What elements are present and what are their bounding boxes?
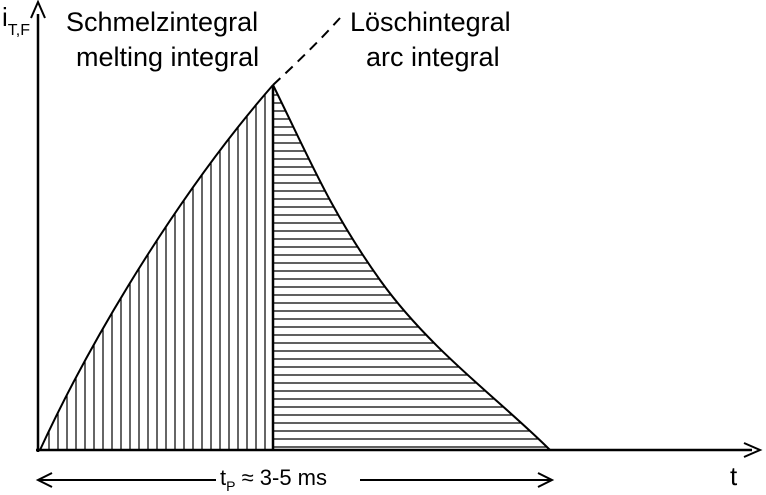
melting-current-curve bbox=[39, 84, 274, 451]
arc-integral-label-en: arc integral bbox=[366, 42, 500, 72]
arc-integral-hatching bbox=[273, 94, 550, 448]
duration-label-subscript: P bbox=[226, 478, 236, 494]
y-axis-label-subscript: T,F bbox=[7, 22, 30, 39]
x-axis-label: t bbox=[730, 461, 738, 491]
duration-arrow-left-head bbox=[35, 472, 53, 488]
prospective-current-dashed-curve bbox=[272, 17, 341, 86]
arc-integral-label-de: Löschintegral bbox=[350, 7, 511, 37]
melting-integral-label-de: Schmelzintegral bbox=[66, 7, 259, 37]
duration-label: tP ≈ 3-5 ms bbox=[220, 465, 328, 494]
duration-label-suffix: ≈ 3-5 ms bbox=[235, 465, 328, 490]
duration-arrow-right-head bbox=[537, 472, 555, 488]
y-axis-label-base: i bbox=[2, 2, 8, 32]
y-axis-arrowhead bbox=[30, 0, 46, 19]
duration-label-prefix: t bbox=[220, 465, 227, 490]
arc-current-curve bbox=[272, 84, 551, 451]
melting-integral-label-en: melting integral bbox=[76, 42, 260, 72]
x-axis-arrowhead bbox=[743, 442, 763, 458]
y-axis-label: iT,F bbox=[2, 2, 30, 39]
